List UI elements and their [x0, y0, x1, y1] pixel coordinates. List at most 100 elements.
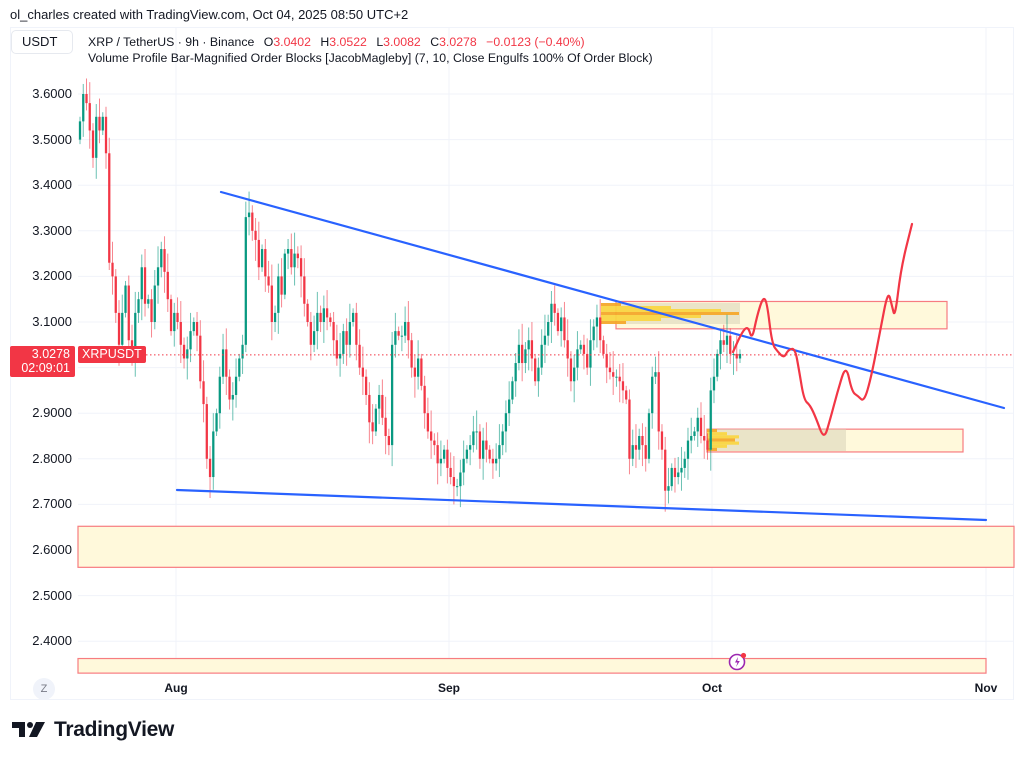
candle-down	[436, 445, 439, 464]
projection-path[interactable]	[731, 222, 914, 436]
candle-down	[426, 413, 430, 432]
candle-down	[91, 130, 95, 158]
candle-up	[338, 353, 342, 359]
price-tick-label: 3.6000	[32, 86, 72, 101]
candle-down	[176, 312, 179, 322]
last-price-label: 3.0278 02:09:01	[10, 346, 75, 377]
low-value: 3.0082	[383, 35, 421, 49]
candle-down	[309, 322, 312, 345]
candle-up	[293, 253, 296, 268]
candle-down	[127, 285, 130, 341]
candle-down	[553, 303, 556, 313]
candle-up	[316, 312, 319, 332]
candle-down	[563, 317, 566, 341]
candle-up	[156, 267, 160, 286]
candle-down	[199, 335, 202, 382]
candle-down	[618, 376, 621, 382]
candle-up	[186, 349, 189, 359]
lower-support-trendline[interactable]	[175, 488, 988, 522]
candle-up	[469, 445, 472, 450]
candle-down	[449, 467, 452, 478]
candle-down	[673, 467, 677, 478]
candle-down	[582, 344, 586, 354]
symbol-title[interactable]: XRP / TetherUS · 9h · Binance	[88, 35, 255, 49]
lightning-alert-icon[interactable]	[728, 651, 748, 671]
upper-descending-trendline[interactable]	[219, 190, 1006, 410]
candle-up	[576, 349, 579, 368]
candle-up	[286, 249, 290, 254]
candle-up	[348, 322, 351, 345]
candle-down	[179, 322, 182, 345]
candle-down	[478, 431, 482, 459]
time-tick-label: Sep	[437, 681, 461, 695]
candle-up	[192, 322, 195, 332]
open-label: O	[263, 35, 274, 49]
candle-down	[521, 344, 524, 364]
candle-up	[322, 308, 325, 322]
zoom-reset-button[interactable]: Z	[33, 678, 55, 700]
candle-up	[153, 285, 156, 322]
symbol-tag: XRPUSDT	[78, 346, 146, 363]
candle-up	[524, 349, 527, 364]
attribution-text: ol_charles created with TradingView.com,…	[10, 7, 409, 22]
currency-selector[interactable]: USDT	[11, 30, 73, 54]
price-tick-label: 2.8000	[32, 450, 72, 466]
candle-up	[244, 217, 247, 345]
candle-up	[696, 417, 699, 432]
candle-up	[351, 312, 355, 322]
candle-up	[189, 331, 192, 350]
candle-up	[390, 344, 394, 446]
demand-zone[interactable]	[77, 525, 1015, 568]
candle-up	[160, 249, 163, 268]
candle-up	[394, 331, 397, 345]
candle-up	[374, 408, 377, 432]
volume-profile-bar	[707, 441, 739, 445]
candle-up	[680, 467, 683, 473]
candle-up	[686, 440, 690, 459]
indicator-row[interactable]: Volume Profile Bar-Magnified Order Block…	[88, 51, 653, 65]
candle-up	[124, 285, 127, 313]
candle-up	[595, 317, 599, 327]
candle-up	[543, 335, 547, 345]
tradingview-wordmark: TradingView	[54, 718, 175, 741]
candle-down	[407, 322, 410, 341]
candle-up	[517, 344, 521, 364]
candle-down	[420, 358, 423, 386]
candle-up	[560, 317, 563, 332]
candle-down	[371, 422, 374, 432]
candle-down	[325, 308, 329, 318]
candle-down	[703, 436, 706, 441]
candle-down	[290, 249, 293, 268]
volume-profile-bar	[601, 318, 661, 321]
candle-down	[335, 340, 338, 359]
candle-down	[108, 153, 111, 263]
volume-profile-bg	[707, 429, 846, 451]
volume-profile-bar	[707, 444, 727, 448]
volume-profile-bar	[601, 312, 739, 315]
price-tick-label: 3.5000	[32, 131, 72, 147]
volume-profile-bar	[601, 321, 626, 324]
candle-up	[147, 299, 150, 304]
candle-up	[547, 322, 550, 336]
candle-up	[651, 376, 654, 414]
candle-down	[104, 116, 108, 154]
price-tick-label: 2.6000	[32, 542, 72, 557]
candle-down	[358, 344, 361, 368]
candle-down	[202, 381, 205, 405]
candle-up	[693, 431, 696, 436]
candle-down	[306, 303, 309, 322]
candle-down	[612, 372, 615, 377]
candle-down	[387, 436, 391, 446]
tradingview-logo[interactable]: TradingView	[12, 718, 174, 742]
candle-up	[719, 340, 722, 354]
candle-up	[550, 303, 553, 322]
candle-up	[631, 445, 634, 459]
deep-zone[interactable]	[77, 657, 987, 674]
candle-down	[657, 372, 660, 432]
price-tick-label: 3.4000	[32, 177, 72, 193]
candle-up	[134, 312, 137, 359]
candle-down	[384, 417, 387, 436]
candle-up	[215, 413, 218, 432]
volume-profile-bar	[707, 438, 735, 442]
